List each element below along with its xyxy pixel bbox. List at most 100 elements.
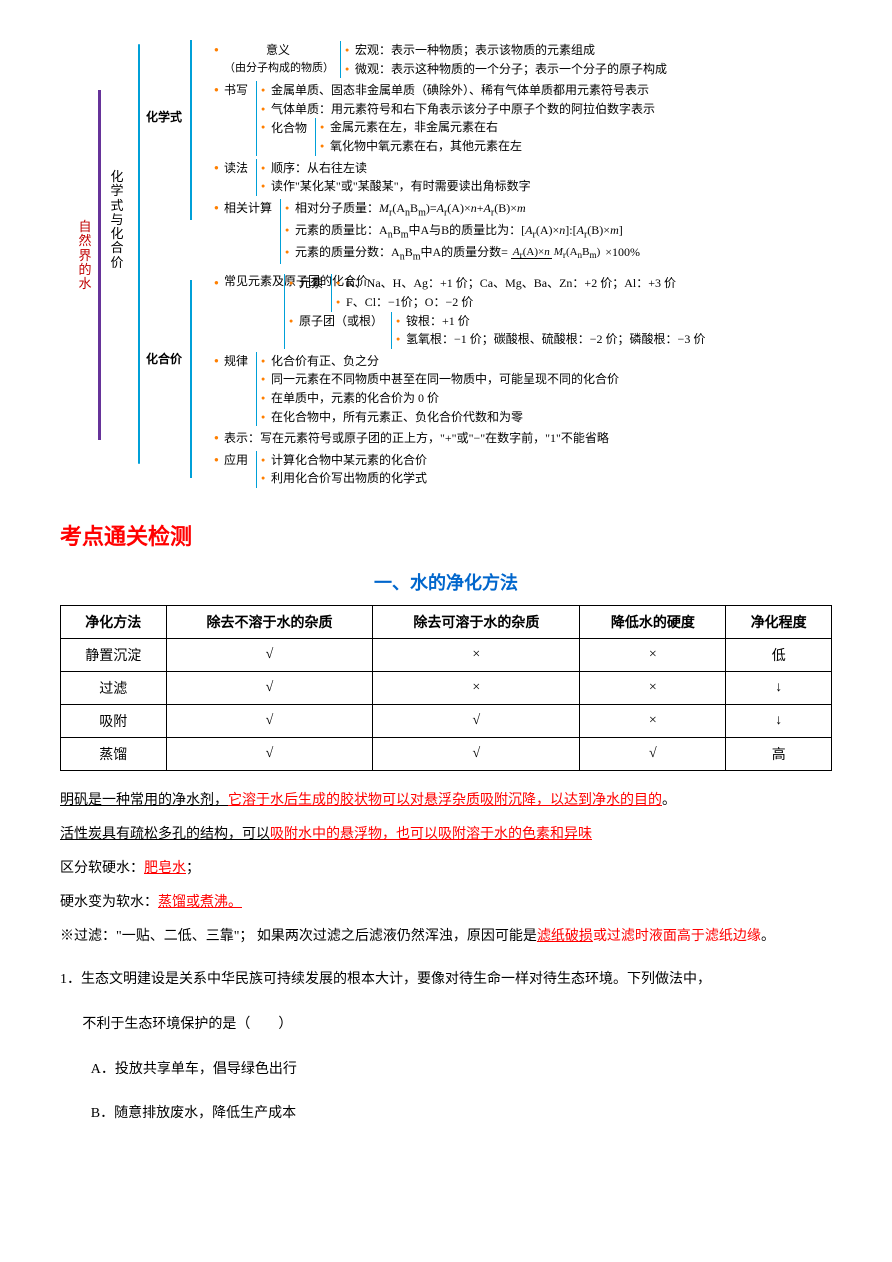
body-text: 明矾是一种常用的净水剂，它溶于水后生成的胶状物可以对悬浮杂质吸附沉降，以达到净水… [60, 787, 832, 951]
p5-d: 。 [761, 929, 775, 944]
cell: √ [166, 671, 373, 704]
table-row: 蒸馏 √ √ √ 高 [61, 737, 832, 770]
table-row: 静置沉淀 √ × × 低 [61, 638, 832, 671]
leaf-apply: 应用 计算化合物中某元素的化合价 利用化合价写出物质的化学式 [224, 450, 832, 489]
meaning-item-1: 微观：表示这种物质的一个分子；表示一个分子的原子构成 [355, 60, 667, 79]
leaf-write: 书写 金属单质、固态非金属单质（碘除外）、稀有气体单质都用元素符号表示 气体单质… [224, 80, 832, 156]
col-3: 降低水的硬度 [580, 605, 726, 638]
leaf-common-valence: 常见元素及原子团的化合价 元素 K、Na、H、Ag：+1 价；Ca、Mg、Ba、… [224, 273, 832, 349]
para-4: 硬水变为软水：蒸馏或煮沸。 [60, 889, 832, 917]
compound-item-0: 金属元素在左，非金属元素在右 [330, 118, 498, 137]
rule-2: 在单质中，元素的化合价为 0 价 [271, 389, 439, 408]
cell: × [580, 638, 726, 671]
rule-1: 同一元素在不同物质中甚至在同一物质中，可能呈现不同的化合价 [271, 370, 619, 389]
col-0: 净化方法 [61, 605, 167, 638]
calc-item-2: 元素的质量分数：AnBm中A的质量分数= Ar(A)×nMr(AnBm) ×10… [295, 243, 640, 265]
table-row: 过滤 √ × × ↓ [61, 671, 832, 704]
cell: 吸附 [61, 704, 167, 737]
p5-c: 或过滤时液面高于滤纸边缘 [593, 929, 761, 944]
col-4: 净化程度 [726, 605, 832, 638]
tree-root-label: 自然界的水 [78, 220, 92, 291]
table-row: 吸附 √ √ × ↓ [61, 704, 832, 737]
q1-stem-line1: 1．生态文明建设是关系中华民族可持续发展的根本大计，要像对待生命一样对待生态环境… [60, 965, 832, 996]
cell: √ [373, 737, 580, 770]
rule-3: 在化合物中，所有元素正、负化合价代数和为零 [271, 408, 523, 427]
p2-a: 活性炭具有疏松多孔的结构，可以 [60, 827, 270, 842]
compound-item-1: 氧化物中氧元素在右，其他元素在左 [330, 137, 522, 156]
cell: ↓ [726, 671, 832, 704]
q1-opt-b: B．随意排放废水，降低生产成本 [91, 1099, 832, 1130]
radical-label: 原子团（或根） [299, 312, 387, 331]
leaf-rules-label: 规律 [224, 352, 252, 371]
write-item-0: 金属单质、固态非金属单质（碘除外）、稀有气体单质都用元素符号表示 [271, 81, 649, 100]
elem-item-0: K、Na、H、Ag：+1 价；Ca、Mg、Ba、Zn：+2 价；Al：+3 价 [346, 274, 676, 293]
cell: × [373, 671, 580, 704]
p1-a: 明矾是一种常用的净水剂， [60, 793, 228, 808]
cell: √ [373, 704, 580, 737]
leaf-rules: 规律 化合价有正、负之分 同一元素在不同物质中甚至在同一物质中，可能呈现不同的化… [224, 351, 832, 427]
question-1: 1．生态文明建设是关系中华民族可持续发展的根本大计，要像对待生命一样对待生态环境… [60, 965, 832, 1130]
leaf-calc-label: 相关计算 [224, 199, 276, 218]
p3-b: 肥皂水 [144, 861, 186, 876]
q1-stem-line2: 不利于生态环境保护的是（ ） [82, 1010, 832, 1041]
cell: √ [166, 638, 373, 671]
p1-b: 它溶于水后生成的胶状物可以对悬浮杂质吸附沉降，以达到净水的目的 [228, 793, 662, 808]
p4-a: 硬水变为软水： [60, 895, 158, 910]
leaf-meaning-label: 意义 [224, 41, 336, 60]
cell: 高 [726, 737, 832, 770]
para-3: 区分软硬水：肥皂水； [60, 855, 832, 883]
para-5: ※过滤："一贴、二低、三靠"； 如果两次过滤之后滤液仍然浑浊，原因可能是滤纸破损… [60, 923, 832, 951]
p4-b: 蒸馏或煮沸。 [158, 895, 242, 910]
concept-tree: 自然界的水 化学式与化合价 化学式 意义 （由分子构成的物质） 宏观：表示一种物… [120, 40, 832, 489]
p1-c: 。 [662, 793, 676, 808]
cell: 过滤 [61, 671, 167, 704]
p2-b: 吸附水中的悬浮物，也可以吸附溶于水的色素和异味 [270, 827, 592, 842]
table-header-row: 净化方法 除去不溶于水的杂质 除去可溶于水的杂质 降低水的硬度 净化程度 [61, 605, 832, 638]
col-2: 除去可溶于水的杂质 [373, 605, 580, 638]
rule-0: 化合价有正、负之分 [271, 352, 379, 371]
calc-item-0: 相对分子质量：Mr(AnBm)=Ar(A)×n+Ar(B)×m [295, 199, 526, 221]
section-heading-red: 考点通关检测 [60, 519, 832, 551]
leaf-calc: 相关计算 相对分子质量：Mr(AnBm)=Ar(A)×n+Ar(B)×m 元素的… [224, 198, 832, 266]
express-text: 表示：写在元素符号或原子团的正上方，"+"或"−"在数字前，"1"不能省略 [224, 429, 609, 448]
leaf-read-label: 读法 [224, 159, 252, 178]
p5-a: ※过滤："一贴、二低、三靠"； 如果两次过滤之后滤液仍然浑浊，原因可能是 [60, 929, 537, 944]
read-item-1: 读作"某化某"或"某酸某"，有时需要读出角标数字 [271, 177, 531, 196]
section-heading-blue: 一、水的净化方法 [60, 569, 832, 595]
cell: × [580, 671, 726, 704]
leaf-write-label: 书写 [224, 81, 252, 100]
branch-valence-label: 化合价 [146, 350, 182, 369]
cell: √ [166, 704, 373, 737]
cell: 低 [726, 638, 832, 671]
elem-item-1: F、Cl：−1价；O：−2 价 [346, 293, 473, 312]
cell: ↓ [726, 704, 832, 737]
para-1: 明矾是一种常用的净水剂，它溶于水后生成的胶状物可以对悬浮杂质吸附沉降，以达到净水… [60, 787, 832, 815]
p3-c: ； [186, 861, 200, 876]
read-item-0: 顺序：从右往左读 [271, 159, 367, 178]
tree-block: 化学式 意义 （由分子构成的物质） 宏观：表示一种物质；表示该物质的元素组成 微… [120, 40, 832, 489]
leaf-express: 表示：写在元素符号或原子团的正上方，"+"或"−"在数字前，"1"不能省略 [224, 428, 832, 449]
radical-item-0: 铵根：+1 价 [406, 312, 470, 331]
col-1: 除去不溶于水的杂质 [166, 605, 373, 638]
cell: √ [580, 737, 726, 770]
cell: 静置沉淀 [61, 638, 167, 671]
purification-table: 净化方法 除去不溶于水的杂质 除去可溶于水的杂质 降低水的硬度 净化程度 静置沉… [60, 605, 832, 771]
apply-1: 利用化合价写出物质的化学式 [271, 469, 427, 488]
leaf-apply-label: 应用 [224, 451, 252, 470]
cell: × [373, 638, 580, 671]
branch-chem-formula-bar [190, 40, 192, 220]
branch-valence-bar [190, 280, 192, 478]
leaf-read: 读法 顺序：从右往左读 读作"某化某"或"某酸某"，有时需要读出角标数字 [224, 158, 832, 197]
p3-a: 区分软硬水： [60, 861, 144, 876]
calc-item-1: 元素的质量比：AnBm中A与B的质量比为：[Ar(A)×n]:[Ar(B)×m] [295, 221, 623, 243]
cell: 蒸馏 [61, 737, 167, 770]
para-2: 活性炭具有疏松多孔的结构，可以吸附水中的悬浮物，也可以吸附溶于水的色素和异味 [60, 821, 832, 849]
leaf-meaning-sublabel: （由分子构成的物质） [224, 60, 336, 77]
radical-item-1: 氢氧根：−1 价；碳酸根、硫酸根：−2 价；磷酸根：−3 价 [406, 330, 705, 349]
cell: × [580, 704, 726, 737]
elem-label: 元素 [299, 274, 327, 293]
write-item-1: 气体单质：用元素符号和右下角表示该分子中原子个数的阿拉伯数字表示 [271, 100, 655, 119]
leaf-meaning: 意义 （由分子构成的物质） 宏观：表示一种物质；表示该物质的元素组成 微观：表示… [224, 40, 832, 79]
write-compound-label: 化合物 [271, 118, 311, 138]
meaning-item-0: 宏观：表示一种物质；表示该物质的元素组成 [355, 41, 595, 60]
